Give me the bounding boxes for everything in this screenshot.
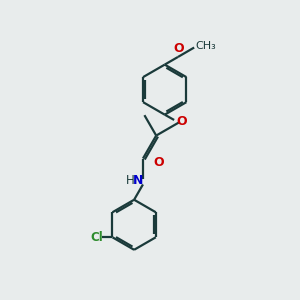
Text: O: O xyxy=(176,115,187,128)
Text: O: O xyxy=(173,42,184,55)
Text: N: N xyxy=(133,174,144,187)
Text: CH₃: CH₃ xyxy=(196,41,216,51)
Text: Cl: Cl xyxy=(91,231,103,244)
Text: H: H xyxy=(126,174,135,187)
Text: O: O xyxy=(154,156,164,169)
